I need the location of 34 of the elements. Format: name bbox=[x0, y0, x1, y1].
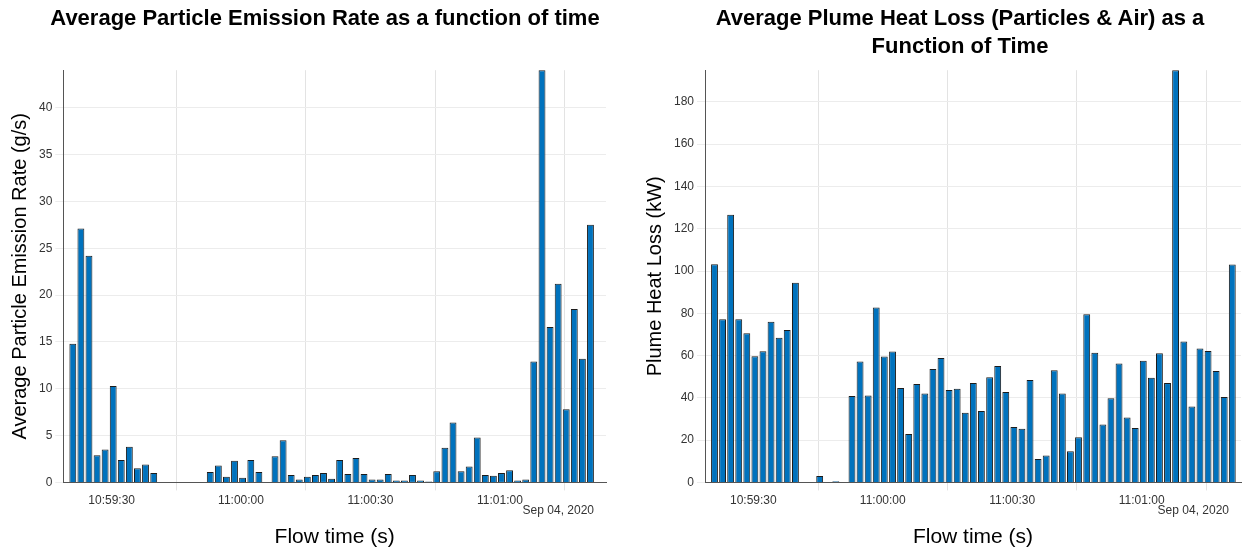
y-tick-label: 60 bbox=[680, 347, 695, 362]
chart-title: Average Plume Heat Loss (Particles & Air) as a Function of Time bbox=[714, 4, 1206, 60]
y-tick-label: 0 bbox=[687, 474, 695, 489]
y-tick-label: 40 bbox=[680, 390, 695, 405]
y-tick-label: 15 bbox=[38, 334, 53, 349]
y-tick-label: 140 bbox=[673, 178, 695, 193]
x-tick-label: 11:01:00 bbox=[477, 492, 524, 507]
y-tick-label: 80 bbox=[680, 305, 695, 320]
x-tick-label: 10:59:30 bbox=[729, 492, 778, 507]
y-tick-label: 120 bbox=[673, 221, 695, 236]
y-tick-label: 0 bbox=[45, 474, 53, 489]
y-tick-label: 5 bbox=[45, 427, 53, 442]
chart-title: Average Particle Emission Rate as a function of time bbox=[49, 4, 601, 32]
y-tick-label: 10 bbox=[38, 381, 53, 396]
y-tick-label: 30 bbox=[38, 193, 53, 208]
x-tick-label: 11:00:30 bbox=[347, 492, 394, 507]
y-tick-label: 40 bbox=[38, 99, 53, 114]
x-tick-label: 11:00:30 bbox=[989, 492, 1036, 507]
y-tick-label: 25 bbox=[38, 240, 53, 255]
x-axis-title: Flow time (s) bbox=[274, 524, 395, 548]
y-axis-title: Plume Heat Loss (kW) bbox=[642, 176, 665, 377]
x-tick-label: 10:59:30 bbox=[88, 492, 136, 507]
x-tick-label: 11:00:00 bbox=[218, 492, 265, 507]
y-tick-label: 180 bbox=[673, 94, 695, 109]
y-tick-label: 35 bbox=[38, 146, 53, 161]
y-tick-label: 20 bbox=[38, 287, 53, 302]
text: Sep 04, 2020 bbox=[522, 502, 595, 517]
y-axis-title: Average Particle Emission Rate (g/s) bbox=[7, 113, 30, 440]
x-axis-title: Flow time (s) bbox=[912, 524, 1034, 548]
y-tick-label: 100 bbox=[673, 263, 695, 278]
x-tick-label: 11:00:00 bbox=[859, 492, 906, 507]
y-tick-label: 160 bbox=[673, 136, 695, 151]
y-tick-label: 20 bbox=[680, 432, 695, 447]
x-tick-label: 11:01:00 bbox=[1118, 492, 1165, 507]
